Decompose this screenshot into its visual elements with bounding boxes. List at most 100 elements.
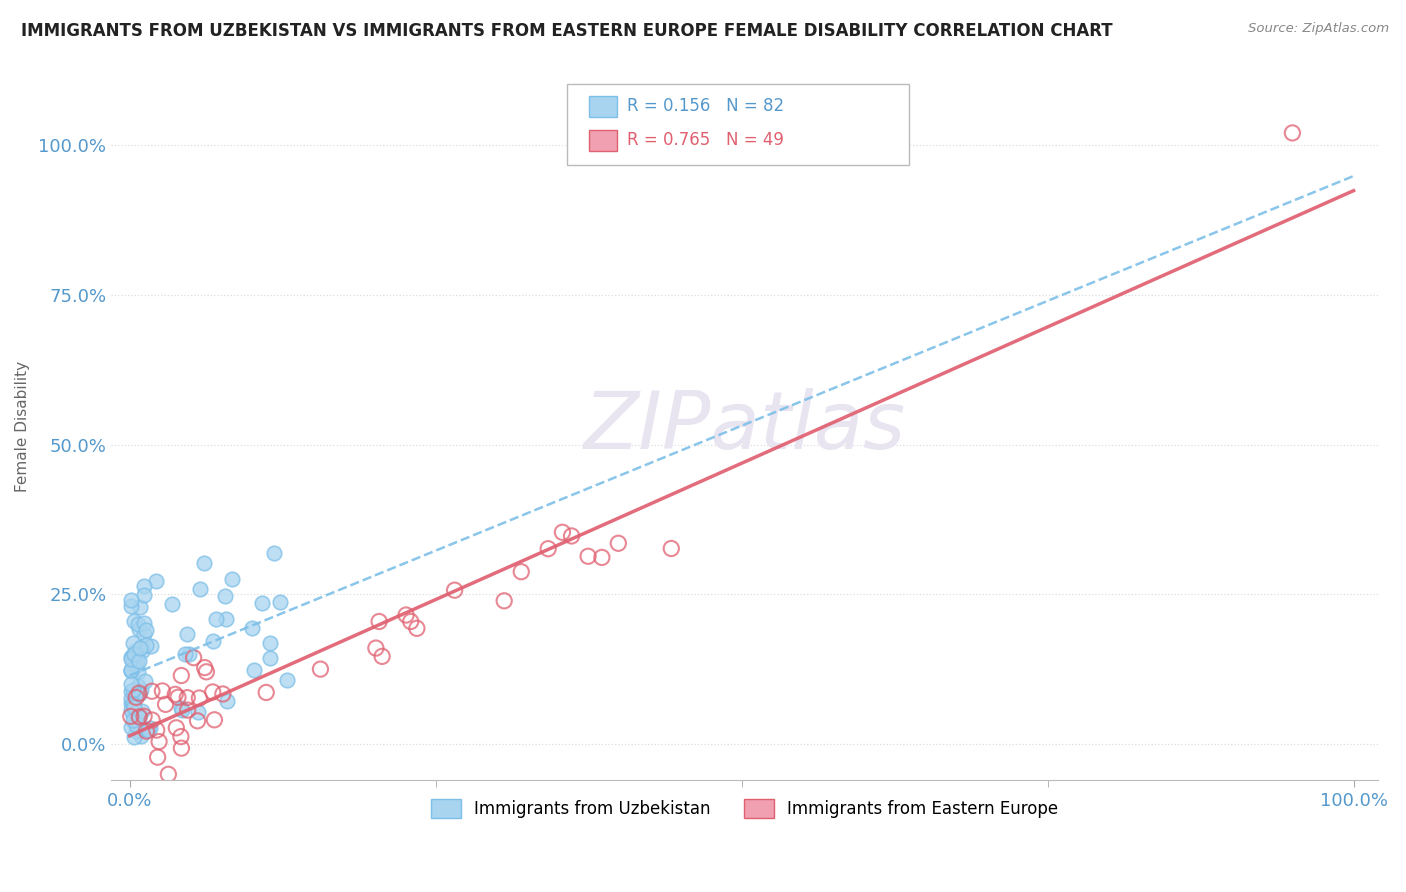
Point <box>131 644 153 658</box>
Point <box>121 698 143 713</box>
Point <box>259 636 281 650</box>
Point <box>122 700 145 714</box>
Point <box>127 680 149 694</box>
Point <box>309 662 332 676</box>
Point <box>187 705 209 719</box>
Point <box>121 708 143 723</box>
Point <box>125 647 148 661</box>
Point <box>576 549 599 564</box>
Point <box>186 714 208 728</box>
Point <box>215 612 238 626</box>
Point <box>135 623 157 637</box>
Bar <box>589 95 617 117</box>
Point <box>122 648 145 662</box>
Point <box>250 596 273 610</box>
Point <box>1281 126 1303 140</box>
Point <box>145 723 167 737</box>
Point <box>177 648 200 662</box>
Point <box>172 703 194 717</box>
Point <box>176 703 198 717</box>
Point <box>134 709 156 723</box>
Point <box>124 644 146 658</box>
Point <box>170 668 193 682</box>
Point <box>659 541 682 556</box>
Point <box>128 710 150 724</box>
Point <box>188 582 211 596</box>
Point <box>167 690 190 705</box>
Point <box>165 687 187 701</box>
Point <box>607 536 630 550</box>
Point <box>176 690 198 705</box>
Point <box>202 634 225 648</box>
Point <box>127 665 149 680</box>
Point <box>195 665 218 679</box>
Point <box>259 651 281 665</box>
Point <box>591 550 613 565</box>
Point <box>128 686 150 700</box>
Point <box>128 655 150 669</box>
Point <box>134 588 156 602</box>
Point <box>139 639 162 653</box>
Point <box>146 750 169 764</box>
Point <box>128 710 150 724</box>
Point <box>129 600 152 615</box>
Point <box>551 525 574 540</box>
Point <box>120 703 142 717</box>
Point <box>162 597 184 611</box>
Point <box>134 674 156 689</box>
Point <box>405 621 427 635</box>
Point <box>157 767 180 781</box>
Point <box>129 683 152 698</box>
Point <box>127 687 149 701</box>
Point <box>135 724 157 739</box>
Point <box>188 691 211 706</box>
Point <box>510 565 533 579</box>
Point <box>135 638 157 652</box>
Point <box>120 664 142 678</box>
Point <box>145 574 167 589</box>
Point <box>120 696 142 710</box>
Point <box>120 599 142 613</box>
Point <box>537 541 560 556</box>
Point <box>127 616 149 631</box>
Point <box>120 691 142 706</box>
Point <box>155 698 177 712</box>
Point <box>120 684 142 698</box>
Point <box>205 612 228 626</box>
Point <box>124 730 146 744</box>
Point <box>165 721 187 735</box>
Point <box>240 622 263 636</box>
Point <box>125 690 148 705</box>
Point <box>131 704 153 718</box>
Point <box>194 660 217 674</box>
Point <box>131 729 153 743</box>
Point <box>150 684 173 698</box>
Point <box>201 685 224 699</box>
Point <box>120 649 142 664</box>
Point <box>128 687 150 701</box>
Point <box>132 579 155 593</box>
Point <box>139 722 162 736</box>
Point <box>120 709 142 723</box>
Point <box>561 529 583 543</box>
Point <box>122 713 145 727</box>
Point <box>399 615 422 629</box>
Point <box>269 595 291 609</box>
Point <box>129 641 152 656</box>
Point <box>120 720 142 734</box>
Point <box>125 710 148 724</box>
Point <box>170 741 193 756</box>
Point <box>121 655 143 669</box>
Point <box>494 594 516 608</box>
Point <box>121 635 143 649</box>
Text: ZIPatlas: ZIPatlas <box>583 388 905 466</box>
Point <box>132 627 155 641</box>
Legend: Immigrants from Uzbekistan, Immigrants from Eastern Europe: Immigrants from Uzbekistan, Immigrants f… <box>425 792 1066 825</box>
Point <box>254 685 277 699</box>
Point <box>202 713 225 727</box>
Point <box>176 626 198 640</box>
Point <box>183 650 205 665</box>
Text: Source: ZipAtlas.com: Source: ZipAtlas.com <box>1249 22 1389 36</box>
Point <box>148 734 170 748</box>
Point <box>170 701 193 715</box>
